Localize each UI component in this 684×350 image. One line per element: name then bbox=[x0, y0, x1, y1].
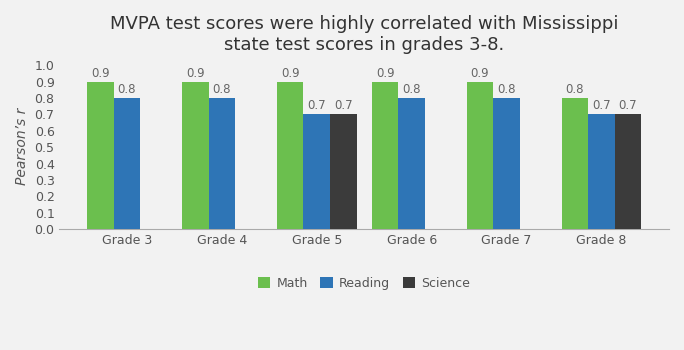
Text: 0.8: 0.8 bbox=[497, 83, 516, 96]
Bar bbox=[615, 114, 642, 229]
Bar bbox=[466, 82, 493, 229]
Text: 0.8: 0.8 bbox=[402, 83, 421, 96]
Text: 0.9: 0.9 bbox=[186, 67, 205, 80]
Bar bbox=[182, 82, 209, 229]
Bar bbox=[588, 114, 615, 229]
Text: 0.9: 0.9 bbox=[376, 67, 395, 80]
Text: 0.8: 0.8 bbox=[118, 83, 136, 96]
Text: 0.7: 0.7 bbox=[334, 99, 353, 112]
Bar bbox=[493, 98, 520, 229]
Text: 0.7: 0.7 bbox=[619, 99, 637, 112]
Bar bbox=[562, 98, 588, 229]
Bar bbox=[114, 98, 140, 229]
Text: 0.7: 0.7 bbox=[592, 99, 611, 112]
Text: 0.8: 0.8 bbox=[213, 83, 231, 96]
Legend: Math, Reading, Science: Math, Reading, Science bbox=[253, 272, 475, 295]
Text: 0.9: 0.9 bbox=[281, 67, 300, 80]
Bar bbox=[372, 82, 398, 229]
Bar bbox=[277, 82, 304, 229]
Bar bbox=[304, 114, 330, 229]
Title: MVPA test scores were highly correlated with Mississippi
state test scores in gr: MVPA test scores were highly correlated … bbox=[110, 15, 618, 54]
Bar bbox=[330, 114, 356, 229]
Y-axis label: Pearson’s r: Pearson’s r bbox=[15, 108, 29, 185]
Bar bbox=[398, 98, 425, 229]
Text: 0.9: 0.9 bbox=[91, 67, 109, 80]
Bar bbox=[209, 98, 235, 229]
Bar bbox=[87, 82, 114, 229]
Text: 0.9: 0.9 bbox=[471, 67, 489, 80]
Text: 0.7: 0.7 bbox=[307, 99, 326, 112]
Text: 0.8: 0.8 bbox=[566, 83, 584, 96]
